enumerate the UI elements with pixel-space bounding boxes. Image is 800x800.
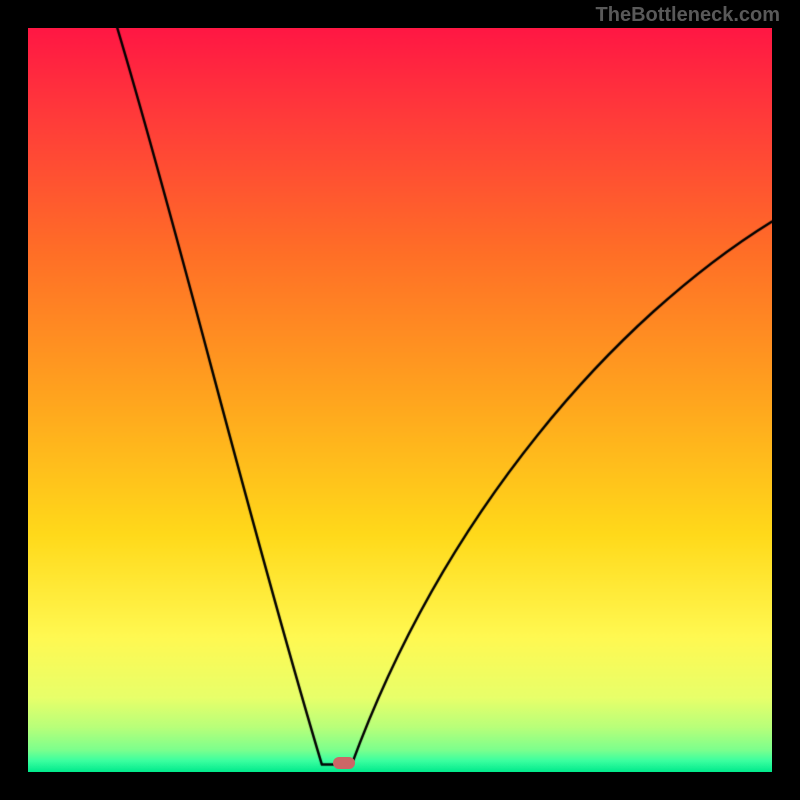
watermark-text: TheBottleneck.com bbox=[596, 4, 780, 27]
bottleneck-curve bbox=[28, 28, 772, 772]
plot-area bbox=[28, 28, 772, 772]
minimum-marker bbox=[333, 757, 355, 769]
chart-root: { "watermark": { "text": "TheBottleneck.… bbox=[0, 0, 800, 800]
